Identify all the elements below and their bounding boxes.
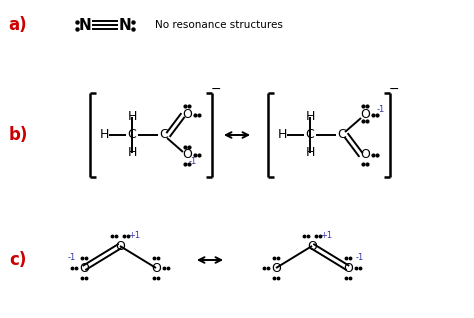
Text: H: H xyxy=(305,110,315,123)
Text: −: − xyxy=(211,82,221,95)
Text: O: O xyxy=(360,149,370,162)
Text: H: H xyxy=(128,110,137,123)
Text: O: O xyxy=(115,239,125,252)
Text: H: H xyxy=(100,128,109,142)
Text: O: O xyxy=(307,239,317,252)
Text: H: H xyxy=(277,128,287,142)
Text: H: H xyxy=(305,147,315,160)
Text: O: O xyxy=(182,108,192,121)
Text: O: O xyxy=(343,261,353,274)
Text: C: C xyxy=(128,128,137,142)
Text: N: N xyxy=(118,17,131,32)
Text: b): b) xyxy=(9,126,27,144)
Text: C: C xyxy=(306,128,314,142)
Text: O: O xyxy=(151,261,161,274)
Text: N: N xyxy=(79,17,91,32)
Text: No resonance structures: No resonance structures xyxy=(155,20,283,30)
Text: -1: -1 xyxy=(68,253,76,262)
Text: +1: +1 xyxy=(320,231,332,239)
Text: C: C xyxy=(337,128,346,142)
Text: O: O xyxy=(182,149,192,162)
Text: C: C xyxy=(160,128,168,142)
Text: O: O xyxy=(79,261,89,274)
Text: -1: -1 xyxy=(356,253,364,262)
Text: a): a) xyxy=(9,16,27,34)
Text: O: O xyxy=(271,261,281,274)
Text: -1: -1 xyxy=(377,106,385,114)
Text: c): c) xyxy=(9,251,27,269)
Text: −: − xyxy=(389,82,399,95)
Text: H: H xyxy=(128,147,137,160)
Text: O: O xyxy=(360,108,370,121)
Text: -1: -1 xyxy=(189,156,197,165)
Text: +1: +1 xyxy=(128,231,140,239)
